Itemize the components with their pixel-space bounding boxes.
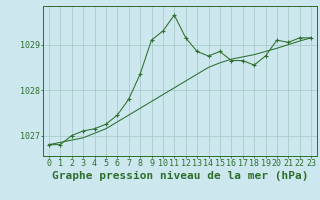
X-axis label: Graphe pression niveau de la mer (hPa): Graphe pression niveau de la mer (hPa) — [52, 171, 308, 181]
